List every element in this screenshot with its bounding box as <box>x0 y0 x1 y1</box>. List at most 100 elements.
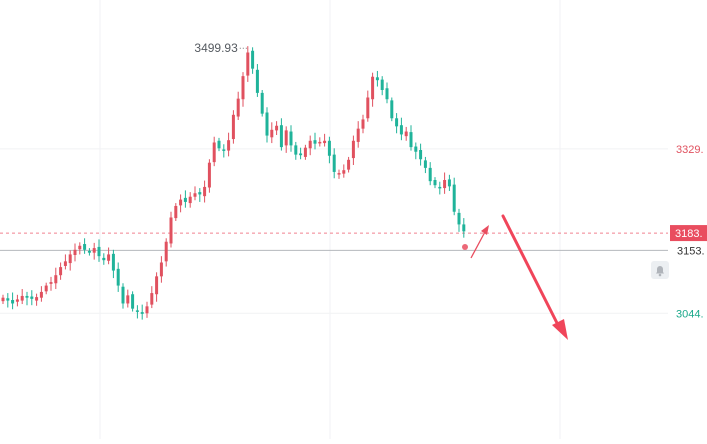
candle-body <box>241 76 245 100</box>
candle-body <box>337 173 341 175</box>
down-arrow-shaft <box>501 214 560 327</box>
price-label-box <box>670 242 707 259</box>
candle-body <box>140 312 144 314</box>
candle-body <box>423 160 427 168</box>
candle-body <box>203 186 207 197</box>
candle-body <box>438 186 442 189</box>
candle-body <box>150 293 154 305</box>
candle-body <box>260 92 264 114</box>
candle-body <box>342 170 346 174</box>
candle-body <box>270 129 274 138</box>
candle-body <box>385 88 389 100</box>
candle-body <box>231 114 235 140</box>
candle-body <box>313 140 317 144</box>
candle-body <box>1 297 5 302</box>
candle-body <box>289 131 293 146</box>
last-price-marker <box>462 244 468 250</box>
price-label-box <box>670 225 707 242</box>
candle-body <box>20 295 24 301</box>
candle-body <box>409 132 413 148</box>
candle-body <box>198 192 202 195</box>
candle-body <box>83 244 87 250</box>
candle-body <box>87 250 91 253</box>
candle-body <box>44 285 48 292</box>
candle-body <box>419 150 423 160</box>
candle-body <box>361 119 365 129</box>
candle-body <box>126 295 130 304</box>
candle-body <box>433 180 437 186</box>
candle-body <box>246 52 250 76</box>
axis-labels: 3329. 3044. 3499.93 <box>194 41 703 320</box>
candle-body <box>188 196 192 204</box>
candles <box>1 46 466 320</box>
candle-body <box>375 77 379 81</box>
candle-body <box>356 128 360 142</box>
candle-body <box>63 261 67 266</box>
candle-body <box>265 112 269 136</box>
price-alert-button[interactable] <box>651 261 669 279</box>
candle-body <box>193 193 197 197</box>
candle-body <box>332 154 336 172</box>
candle-body <box>54 275 58 284</box>
candle-body <box>111 253 115 271</box>
candle-body <box>452 184 456 212</box>
candle-body <box>323 140 327 144</box>
candle-body <box>390 100 394 119</box>
candle-body <box>145 306 149 314</box>
max-price-label: 3499.93 <box>194 41 238 55</box>
candle-body <box>255 69 259 93</box>
candle-body <box>102 257 106 261</box>
candle-body <box>78 245 82 250</box>
candle-body <box>159 262 163 277</box>
candle-body <box>347 159 351 170</box>
candle-body <box>443 180 447 189</box>
candle-body <box>135 310 139 312</box>
candle-body <box>414 146 418 152</box>
candle-body <box>92 248 96 253</box>
candle-body <box>404 131 408 137</box>
candle-body <box>174 205 178 219</box>
candle-body <box>11 300 15 304</box>
candle-body <box>35 297 39 301</box>
candle-body <box>299 153 303 156</box>
down-arrow-head <box>552 319 568 340</box>
candle-body <box>279 125 283 148</box>
price-label: 3183. <box>675 228 703 240</box>
candle-body <box>68 254 72 264</box>
candle-body <box>251 50 255 69</box>
y-tick-label: 3329. <box>676 144 704 156</box>
candle-body <box>217 140 221 149</box>
candle-body <box>222 149 226 151</box>
bell-icon <box>656 266 664 277</box>
candle-body <box>207 162 211 188</box>
candle-body <box>380 79 384 90</box>
candle-body <box>183 197 187 202</box>
candle-body <box>131 294 135 309</box>
candle-body <box>59 267 63 276</box>
candle-body <box>107 254 111 261</box>
candle-body <box>308 140 312 149</box>
y-tick-label: 3044. <box>676 308 704 320</box>
candle-body <box>284 130 288 146</box>
candle-body <box>155 276 159 295</box>
candle-body <box>275 125 279 131</box>
candle-body <box>73 249 77 255</box>
candle-body <box>39 291 43 298</box>
candle-body <box>227 140 231 151</box>
candle-body <box>179 199 183 206</box>
candle-body <box>351 140 355 159</box>
candle-body <box>428 167 432 182</box>
annotations <box>462 214 568 340</box>
candle-body <box>366 97 370 119</box>
candle-body <box>236 98 240 117</box>
candle-body <box>6 298 10 301</box>
candle-body <box>303 147 307 157</box>
candle-body <box>447 179 451 187</box>
grid <box>0 0 668 439</box>
price-label: 3153. <box>677 245 705 257</box>
candle-body <box>30 296 34 299</box>
candle-body <box>121 286 125 304</box>
candle-body <box>318 141 322 144</box>
